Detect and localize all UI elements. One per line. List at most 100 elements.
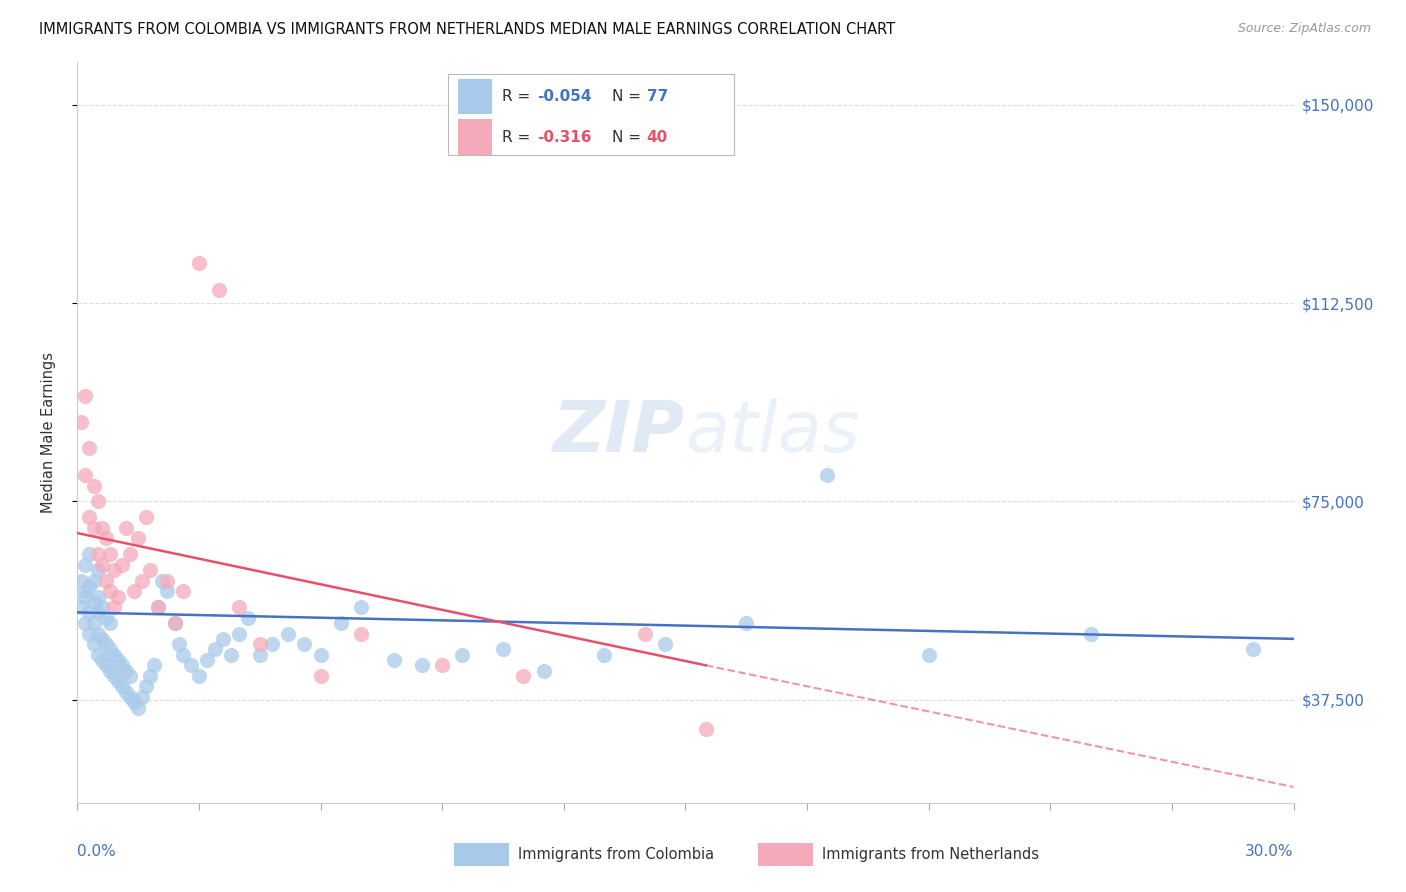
Point (292, 637, 315, 651)
Text: -0.054: -0.054 (537, 89, 592, 103)
Point (228, 600, 250, 615)
Point (103, 563, 125, 577)
Point (86, 547, 108, 561)
Point (118, 547, 141, 561)
Text: ZIP: ZIP (553, 398, 686, 467)
Point (236, 610, 259, 624)
Point (1080, 626, 1102, 640)
Point (83, 637, 105, 651)
Point (75, 584, 97, 599)
Point (139, 563, 162, 577)
Point (75, 590, 97, 604)
Text: Immigrants from Netherlands: Immigrants from Netherlands (821, 847, 1039, 863)
Text: 77: 77 (647, 89, 668, 103)
Point (75, 467, 97, 482)
Text: 0.0%: 0.0% (77, 844, 117, 858)
Point (249, 648, 271, 662)
Point (90, 600, 112, 615)
Point (107, 674, 129, 689)
Text: N =: N = (613, 129, 647, 145)
Point (228, 626, 250, 640)
Point (155, 574, 177, 588)
Point (75, 389, 97, 403)
Point (815, 467, 838, 482)
Point (98, 615, 121, 630)
Point (70, 574, 93, 588)
Point (180, 658, 202, 673)
Point (86, 648, 108, 662)
Point (98, 664, 121, 678)
Point (83, 595, 105, 609)
Point (103, 600, 125, 615)
Point (382, 653, 405, 667)
Point (98, 547, 121, 561)
Point (107, 590, 129, 604)
Point (90, 653, 112, 667)
Point (204, 642, 226, 657)
Point (98, 642, 121, 657)
Point (533, 664, 555, 678)
Text: Source: ZipAtlas.com: Source: ZipAtlas.com (1237, 22, 1371, 36)
Point (94, 658, 117, 673)
Point (111, 680, 134, 694)
Point (79, 606, 101, 620)
Text: -0.316: -0.316 (537, 129, 592, 145)
Point (167, 637, 190, 651)
Point (735, 615, 758, 630)
Point (107, 653, 129, 667)
Point (94, 610, 117, 624)
Point (111, 658, 134, 673)
Point (350, 626, 373, 640)
Point (172, 648, 194, 662)
Point (70, 600, 93, 615)
Point (155, 584, 177, 599)
Point (90, 558, 112, 572)
Point (115, 664, 138, 678)
Text: R =: R = (502, 129, 540, 145)
Point (163, 615, 186, 630)
Point (111, 558, 134, 572)
Point (86, 494, 108, 508)
Point (86, 626, 108, 640)
Point (918, 648, 941, 662)
Point (131, 574, 153, 588)
Point (695, 722, 717, 736)
Point (131, 690, 153, 704)
Point (75, 558, 97, 572)
Point (127, 700, 149, 714)
Text: Immigrants from Colombia: Immigrants from Colombia (517, 847, 714, 863)
Point (249, 637, 271, 651)
Point (118, 669, 141, 683)
Point (83, 615, 105, 630)
Point (430, 658, 453, 673)
Point (94, 574, 117, 588)
Point (103, 669, 125, 683)
Text: R =: R = (502, 89, 534, 103)
Text: IMMIGRANTS FROM COLOMBIA VS IMMIGRANTS FROM NETHERLANDS MEDIAN MALE EARNINGS COR: IMMIGRANTS FROM COLOMBIA VS IMMIGRANTS F… (39, 22, 896, 37)
Point (411, 658, 433, 673)
Point (86, 606, 108, 620)
Point (118, 690, 141, 704)
Point (127, 532, 149, 546)
Point (115, 521, 138, 535)
Point (512, 669, 534, 683)
Point (135, 680, 157, 694)
Point (634, 626, 657, 640)
FancyBboxPatch shape (758, 843, 813, 866)
Point (139, 669, 162, 683)
Point (143, 658, 166, 673)
Point (212, 632, 235, 646)
Point (188, 669, 211, 683)
Point (83, 521, 105, 535)
Point (1241, 642, 1264, 657)
Point (79, 547, 101, 561)
Point (83, 478, 105, 492)
Point (188, 256, 211, 270)
FancyBboxPatch shape (454, 843, 509, 866)
Point (75, 615, 97, 630)
Point (79, 510, 101, 524)
Point (654, 637, 676, 651)
Point (329, 615, 352, 630)
Point (83, 574, 105, 588)
Point (115, 685, 138, 699)
